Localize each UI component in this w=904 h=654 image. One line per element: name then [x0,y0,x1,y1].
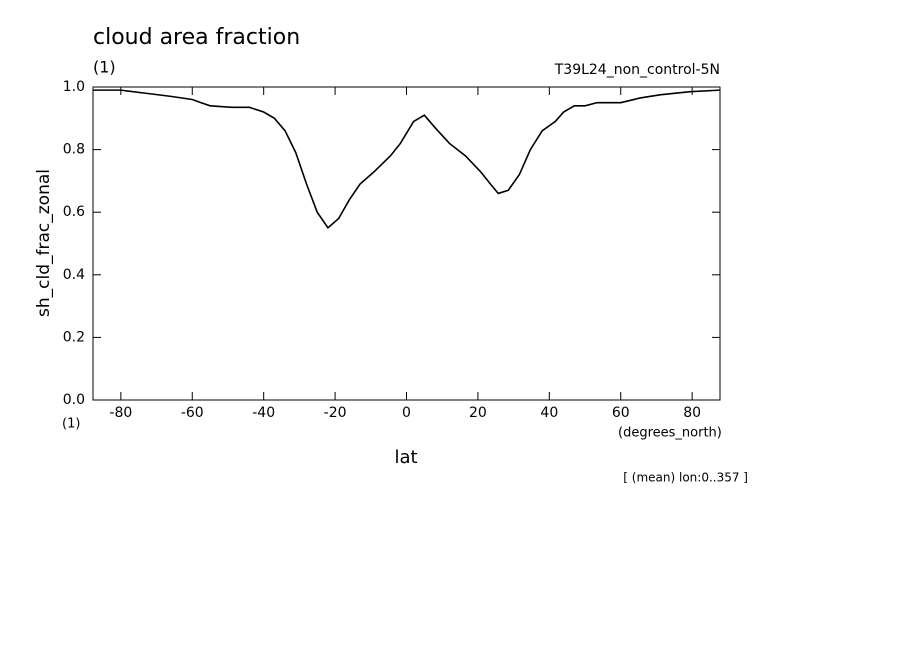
x-tick-label: 80 [683,405,701,421]
x-tick-label: -20 [324,405,347,421]
x-tick-label: 40 [540,405,558,421]
y-tick-label: 0.6 [63,204,85,220]
x-tick-label: 60 [612,405,630,421]
x-tick-label: -80 [109,405,132,421]
chart-title: cloud area fraction [93,25,300,50]
x-tick-label: -60 [181,405,204,421]
y-units: (1) [62,417,80,432]
y-tick-label: 0.0 [63,392,85,408]
y-tick-label: 0.4 [63,267,85,283]
y-tick-label: 0.2 [63,329,85,345]
y-tick-label: 1.0 [63,79,85,95]
x-tick-label: 0 [402,405,411,421]
data-line [93,89,721,230]
x-tick-label: 20 [469,405,487,421]
dataset-label: T39L24_non_control-5N [554,62,720,78]
x-axis-label: lat [394,447,417,468]
y-tick-label: 0.8 [63,142,85,158]
x-tick-label: -40 [252,405,275,421]
units: (1) [93,58,116,77]
x-units: (degrees_north) [618,426,722,441]
footnote: [ (mean) lon:0..357 ] [623,471,748,485]
y-axis-label: sh_cld_frac_zonal [34,169,54,317]
